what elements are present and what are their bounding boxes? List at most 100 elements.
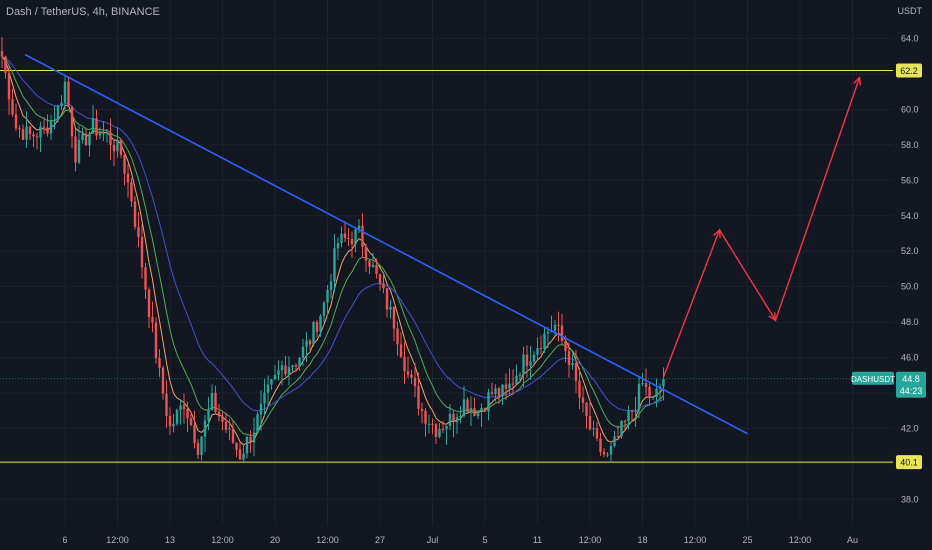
candle-body [245,436,249,454]
candle-body [112,144,116,152]
candle-body [385,288,389,310]
ma-fast-line [1,56,664,446]
candle-body [231,428,235,443]
candle-body [158,358,161,368]
candle-body [291,365,294,368]
candle-body [392,306,396,329]
candle-body [102,132,105,134]
symbol-title[interactable]: Dash / TetherUS, 4h, BINANCE [6,6,160,18]
last-price-text: 44.8 [902,374,920,384]
ma-mid-line [1,56,664,437]
x-tick-label: 20 [270,535,280,545]
x-tick-label: 25 [742,535,752,545]
candle-body [84,133,88,146]
candle-body [196,443,200,455]
candle-body [595,428,599,439]
candle-body [224,421,228,430]
candle-body [270,379,273,385]
candle-body [161,367,165,394]
moving-average-lines [1,56,664,446]
candlesticks [0,37,665,463]
candle-body [326,290,329,303]
candle-body [599,438,602,452]
candle-body [525,354,529,366]
horizontal-levels [0,69,893,463]
candle-body [249,436,252,443]
candle-body [165,393,168,416]
projection-arrowhead [713,228,721,238]
candle-body [375,264,378,274]
candle-body [602,451,606,455]
candle-body [109,132,112,145]
y-tick-label: 46.0 [901,353,919,363]
candle-body [221,416,224,422]
candle-body [119,139,123,155]
candle-body [287,367,291,375]
candle-body [203,420,207,437]
candle-body [305,340,308,347]
candle-body [354,229,357,245]
candle-body [217,411,221,417]
candle-body [263,392,266,404]
candle-body [60,102,63,107]
candle-body [501,384,504,397]
candle-body [280,365,284,371]
candle-body [242,453,245,460]
candle-body [410,374,413,378]
candle-body [574,363,578,381]
candle-body [361,225,364,247]
candle-body [298,357,301,367]
projection-layer[interactable] [662,76,862,378]
candle-body [557,324,560,326]
candle-body [459,415,462,418]
candle-body [25,126,28,140]
candle-body [560,325,564,342]
candle-body [154,322,158,359]
candle-body [637,383,641,411]
candle-body [452,413,455,423]
candle-body [515,375,518,385]
trendline [24,53,748,435]
candle-body [494,388,497,394]
candle-body [476,411,480,417]
time-axis[interactable]: 6 12:00 13 12:00 20 12:00 27 Jul 5 11 12:00 18 12:00… [62,535,858,545]
y-tick-label: 64.0 [901,34,919,44]
candle-body [277,370,280,375]
x-tick-label: 12:00 [106,535,129,545]
candle-body [144,267,147,290]
symbol-tag-text: DASHUSDT [851,375,895,384]
candle-body [396,328,399,345]
candle-body [81,133,84,140]
x-tick-label: 12:00 [211,535,234,545]
candle-body [357,225,361,230]
candle-body [49,120,53,134]
candle-body [88,133,91,146]
candle-body [648,387,651,399]
level-price-tag [896,63,922,78]
candle-body [347,237,350,239]
candle-body [644,383,648,388]
candle-body [56,106,60,120]
candle-body [77,139,81,163]
x-tick-label: 27 [375,535,385,545]
x-tick-label: 5 [482,535,487,545]
price-axis[interactable]: 38.040.042.044.046.048.050.052.054.056.0… [901,34,919,505]
candle-body [256,414,259,433]
candle-body [235,442,238,450]
candle-body [434,424,438,437]
y-tick-label: 56.0 [901,175,919,185]
candle-body [35,136,39,138]
candle-body [193,424,196,444]
candle-body [585,402,588,417]
candle-body [592,428,595,430]
candle-body [336,243,340,249]
candle-body [662,378,665,387]
candle-body [32,134,35,137]
candle-body [588,416,592,430]
trendline-layer[interactable] [24,53,748,435]
candle-body [151,316,154,323]
candle-body [343,233,347,238]
candle-body [168,415,172,427]
y-tick-label: 38.0 [901,494,919,504]
